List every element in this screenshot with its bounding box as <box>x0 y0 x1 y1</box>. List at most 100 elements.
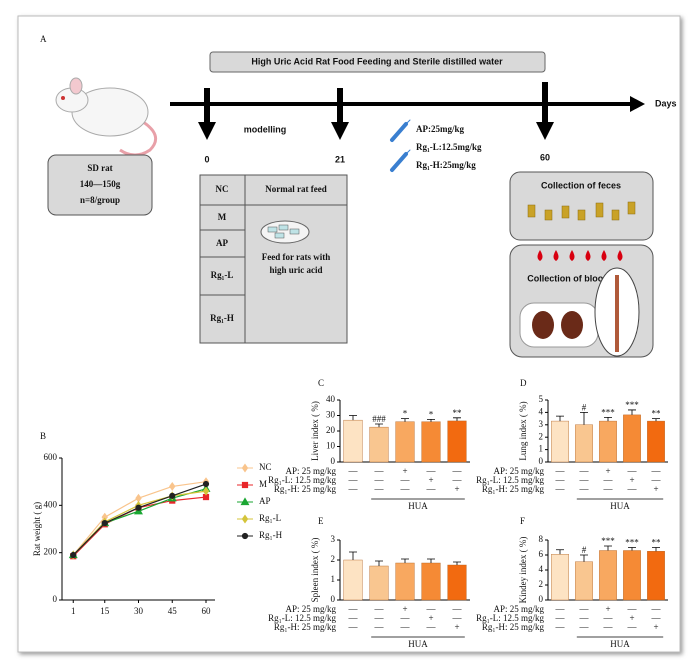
needle <box>405 149 411 155</box>
error-bar <box>580 554 588 562</box>
marker <box>169 492 176 499</box>
bar <box>551 554 569 601</box>
feed-name: high uric acid <box>269 265 322 275</box>
timepoint: 21 <box>335 154 345 164</box>
treatment-label: Rg₁-L: 12.5 mg/kg <box>476 613 544 623</box>
panel-label: D <box>520 378 527 388</box>
significance: *** <box>625 400 639 410</box>
treatment-mark: — <box>579 466 590 476</box>
bar <box>369 426 389 463</box>
group-label: HUA <box>408 639 428 649</box>
syringe <box>390 122 408 142</box>
panel-label: A <box>40 34 47 44</box>
treatment-mark: — <box>579 622 590 632</box>
treatment-mark: — <box>603 475 614 485</box>
treatment-mark: — <box>452 604 463 614</box>
treatment-mark: — <box>555 613 566 623</box>
significance: ** <box>453 408 463 418</box>
arrow-head <box>536 122 554 140</box>
treatment-mark: + <box>402 466 407 476</box>
collection-label: Collection of blood <box>527 273 609 283</box>
phase: modelling <box>244 124 287 134</box>
legend-label: Rg₁-H <box>259 530 283 540</box>
significance: *** <box>625 538 639 548</box>
error-bar <box>604 545 612 551</box>
rat <box>55 77 158 157</box>
pellet <box>289 228 300 235</box>
treatment-mark: — <box>651 475 662 485</box>
error-bar <box>580 412 588 425</box>
animal-info: SD rat <box>87 163 112 173</box>
feed-name: Normal rat feed <box>265 184 326 194</box>
treatment-mark: — <box>579 475 590 485</box>
treatment-mark: — <box>651 466 662 476</box>
error-bar <box>427 418 435 422</box>
treatment-mark: — <box>374 466 385 476</box>
pellet <box>611 209 620 221</box>
treatment-mark: — <box>374 622 385 632</box>
group-name: Rg₁-L <box>211 270 234 280</box>
dose: AP:25mg/kg <box>416 124 464 134</box>
feed-icon <box>260 220 310 244</box>
y-tick-label: 200 <box>44 547 58 557</box>
pellet <box>527 204 536 218</box>
rat-tail <box>119 118 158 157</box>
marker <box>241 481 249 489</box>
group-name: M <box>218 212 227 222</box>
treatment-mark: — <box>603 622 614 632</box>
bar <box>623 414 641 463</box>
legend-label: M <box>259 479 267 489</box>
treatment-mark: — <box>348 622 359 632</box>
group-label: HUA <box>610 639 630 649</box>
arrow-head <box>331 122 349 140</box>
y-tick-label: 0 <box>331 456 336 466</box>
treatment-mark: + <box>428 475 433 485</box>
treatment-mark: — <box>555 484 566 494</box>
dose: Rg₁-L:12.5mg/kg <box>416 142 482 152</box>
feces-box <box>509 171 654 241</box>
treatment-mark: + <box>605 466 610 476</box>
y-tick-label: 2 <box>331 554 336 564</box>
treatment-mark: — <box>555 475 566 485</box>
significance: # <box>582 545 587 555</box>
pellet <box>274 232 285 239</box>
banner-box <box>209 51 546 73</box>
treatment-mark: + <box>428 613 433 623</box>
treatment-mark: — <box>579 484 590 494</box>
bar <box>343 559 363 601</box>
y-axis-label: Rat weight ( g) <box>32 502 42 556</box>
treatment-mark: — <box>374 613 385 623</box>
timepoint: 0 <box>204 154 209 164</box>
pellet <box>627 201 636 215</box>
x-tick-label: 30 <box>134 606 144 616</box>
treatment-mark: + <box>629 475 634 485</box>
y-tick-label: 2 <box>539 579 544 589</box>
treatment-mark: — <box>627 466 638 476</box>
y-axis-label: Lung index ( %) <box>518 401 528 460</box>
treatment-mark: — <box>555 622 566 632</box>
group-table <box>199 174 348 344</box>
drop <box>569 250 575 261</box>
animal-box <box>47 154 153 216</box>
bar <box>447 420 467 463</box>
panel-label: E <box>318 516 324 526</box>
y-tick-label: 0 <box>539 456 544 466</box>
panel-label: F <box>520 516 525 526</box>
syringe <box>390 152 408 172</box>
y-tick-label: 3 <box>331 534 336 544</box>
treatment-mark: — <box>374 604 385 614</box>
error-bar <box>453 417 461 421</box>
timeline-head <box>630 96 645 112</box>
marker <box>202 480 210 488</box>
table-frame <box>199 174 348 344</box>
significance: ** <box>652 409 662 419</box>
arrow <box>337 88 343 124</box>
pellet <box>577 209 586 221</box>
treatment-mark: — <box>452 613 463 623</box>
treatment-mark: + <box>454 484 459 494</box>
y-axis-label: Spleen index ( %) <box>310 538 320 603</box>
error-bar <box>375 423 383 428</box>
significance: *** <box>601 407 615 417</box>
treatment-mark: — <box>348 484 359 494</box>
